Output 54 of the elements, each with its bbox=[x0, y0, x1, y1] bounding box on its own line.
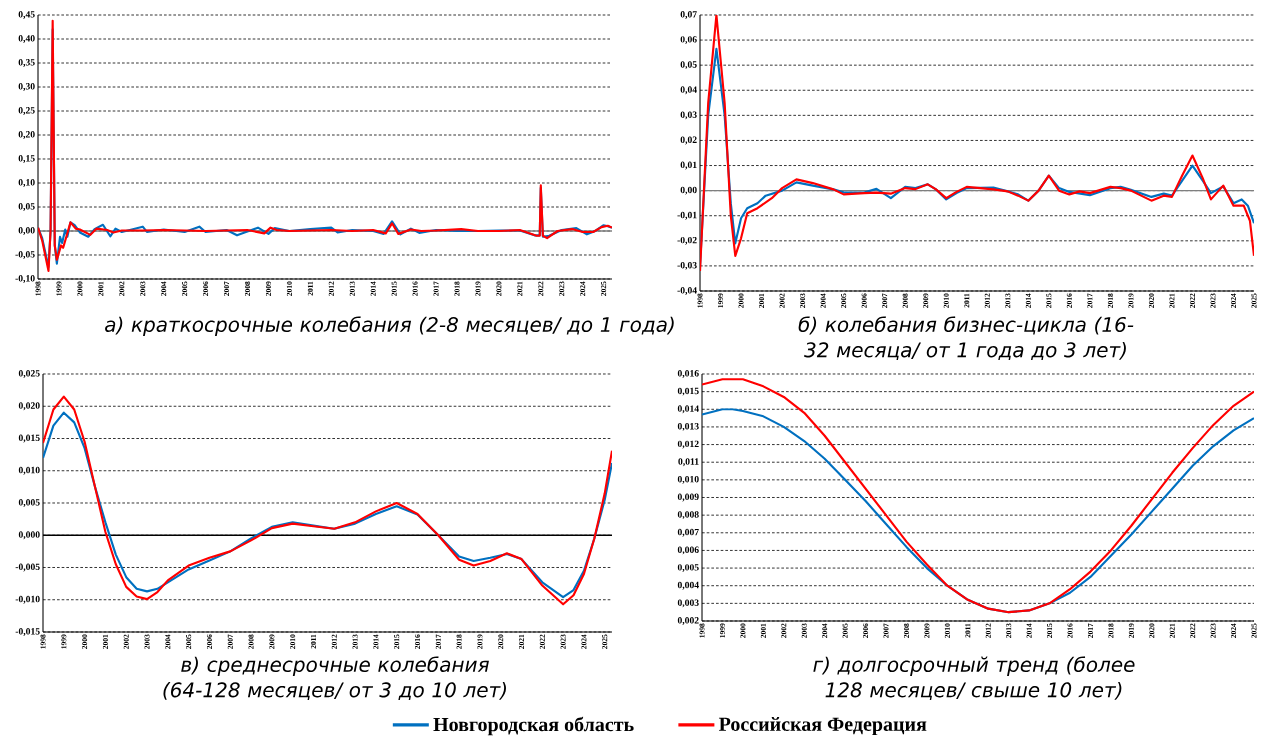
y-tick-label: 0,003 bbox=[677, 599, 699, 608]
y-tick-label: 0,07 bbox=[680, 11, 697, 19]
y-tick-label: -0,05 bbox=[15, 251, 35, 259]
y-tick-label: 0,00 bbox=[18, 227, 35, 235]
y-tick-label: 0,011 bbox=[678, 458, 699, 467]
y-tick-label: 0,009 bbox=[677, 493, 699, 502]
y-tick-label: -0,04 bbox=[677, 287, 697, 295]
y-tick-label: 0,013 bbox=[677, 423, 699, 431]
y-tick-label: -0,10 bbox=[15, 275, 35, 283]
y-tick-label: 0,05 bbox=[680, 61, 697, 70]
legend-label: Российская Федерация bbox=[718, 717, 927, 736]
y-tick-label: 0,000 bbox=[18, 531, 40, 540]
y-tick-label: 0,03 bbox=[680, 111, 697, 120]
y-tick-label: 0,014 bbox=[677, 405, 699, 414]
y-tick-label: -0,010 bbox=[15, 595, 40, 604]
y-tick-label: 0,002 bbox=[677, 617, 699, 625]
y-tick-label: 0,005 bbox=[18, 499, 40, 507]
y-tick-label: 0,020 bbox=[18, 402, 40, 411]
y-tick-label: 0,010 bbox=[677, 475, 699, 484]
y-tick-label: 0,015 bbox=[18, 434, 40, 443]
y-tick-label: 0,005 bbox=[677, 564, 699, 573]
y-tick-label: 0,008 bbox=[677, 511, 699, 520]
y-tick-label: 0,01 bbox=[680, 161, 697, 170]
y-tick-label: 0,010 bbox=[18, 466, 40, 475]
y-tick-label: 0,004 bbox=[677, 581, 699, 590]
y-tick-label: 0,007 bbox=[677, 528, 699, 537]
y-tick-label: 0,35 bbox=[18, 59, 35, 67]
y-tick-label: 0,15 bbox=[18, 155, 35, 163]
y-tick-label: 0,10 bbox=[18, 179, 35, 187]
y-tick-label: 0,012 bbox=[677, 440, 699, 449]
y-tick-label: 0,016 bbox=[677, 370, 699, 378]
y-tick-label: 0,02 bbox=[680, 136, 697, 145]
y-tick-label: -0,005 bbox=[15, 563, 40, 572]
y-tick-label: 0,30 bbox=[18, 83, 35, 91]
y-tick-label: -0,01 bbox=[677, 211, 697, 220]
y-tick-label: 0,45 bbox=[18, 11, 35, 19]
text: а) краткосрочные колебания (2-8 месяцев/ до 1 года) bbox=[105, 316, 674, 336]
y-tick-label: -0,015 bbox=[15, 628, 40, 636]
y-tick-label: -0,03 bbox=[677, 261, 697, 270]
text: в) среднесрочные колебания (64-128 месяцев/ от 3 до 10 лет) bbox=[163, 656, 506, 700]
y-tick-label: 0,025 bbox=[18, 370, 40, 378]
y-tick-label: 0,06 bbox=[680, 36, 697, 45]
y-tick-label: -0,02 bbox=[677, 236, 697, 245]
legend-label: Новгородская область bbox=[433, 716, 634, 736]
text: б) колебания бизнес-цикла (16-32 месяца/ от 1 года до 3 лет) bbox=[798, 316, 1134, 360]
y-tick-label: 0,25 bbox=[18, 107, 35, 115]
y-tick-label: 0,05 bbox=[18, 203, 35, 211]
text: г) долгосрочный тренд (более 128 месяцев/ свыше 10 лет) bbox=[813, 656, 1135, 700]
y-tick-label: 0,00 bbox=[680, 186, 697, 195]
y-tick-label: 0,015 bbox=[677, 387, 699, 396]
y-tick-label: 0,04 bbox=[680, 86, 697, 95]
y-tick-label: 0,40 bbox=[18, 35, 35, 43]
y-tick-label: 0,006 bbox=[677, 546, 699, 555]
y-tick-label: 0,20 bbox=[18, 131, 35, 139]
